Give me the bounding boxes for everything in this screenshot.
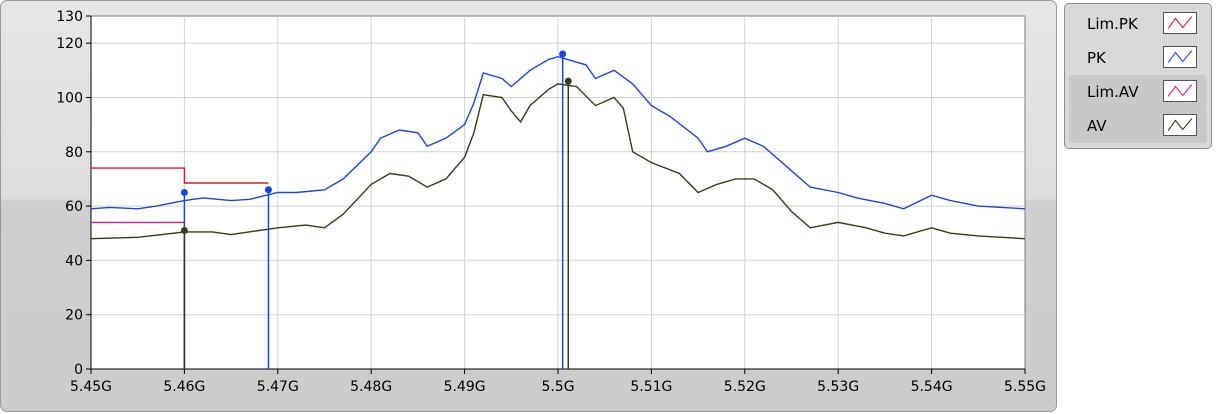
legend-label: AV	[1087, 117, 1107, 135]
marker-point	[180, 189, 188, 196]
legend-swatch-icon[interactable]	[1163, 12, 1197, 34]
series-line-lim-pk	[91, 167, 269, 184]
x-tick-label: 5.51G	[630, 379, 672, 395]
legend-swatch-icon[interactable]	[1163, 114, 1197, 136]
swatch-line	[1167, 16, 1193, 29]
y-tick-label: 100	[56, 90, 83, 106]
y-tick-label: 20	[65, 308, 83, 324]
swatch-line	[1167, 50, 1193, 63]
x-tick-label: 5.45G	[70, 379, 112, 395]
legend-label: Lim.PK	[1087, 15, 1138, 33]
legend-item-av[interactable]: AV	[1069, 109, 1207, 143]
legend-label: PK	[1087, 49, 1106, 67]
marker-point	[564, 77, 572, 85]
marker-point	[180, 227, 188, 235]
y-tick-label: 80	[65, 145, 83, 161]
x-tick-label: 5.48G	[350, 379, 392, 395]
series-line-pk	[90, 55, 1026, 210]
swatch-line	[1167, 84, 1193, 97]
legend-item-pk[interactable]: PK	[1069, 41, 1207, 75]
x-tick-label: 5.46G	[163, 379, 205, 395]
y-tick-label: 120	[56, 36, 83, 52]
legend-item-lim-pk[interactable]: Lim.PK	[1069, 7, 1207, 41]
y-tick-label: 40	[65, 253, 83, 269]
x-tick-label: 5.5G	[541, 379, 574, 395]
series-line-av	[90, 83, 1026, 240]
swatch-line	[1167, 118, 1193, 131]
x-tick-label: 5.47G	[257, 379, 299, 395]
legend[interactable]: Lim.PK PK Lim.AV AV	[1064, 3, 1212, 149]
marker-point	[264, 186, 272, 194]
y-tick-label: 0	[74, 362, 83, 378]
marker-point	[559, 50, 567, 58]
spectrum-chart: 5.45G 5.46G 5.47G 5.48G 5.49G 5.5G 5.51G 5.52G 5…	[56, 9, 1046, 395]
y-tick-label: 60	[65, 199, 83, 215]
x-tick-label: 5.52G	[724, 379, 766, 395]
legend-item-lim-av[interactable]: Lim.AV	[1069, 75, 1207, 109]
legend-swatch-icon[interactable]	[1163, 80, 1197, 102]
legend-label: Lim.AV	[1087, 83, 1139, 101]
legend-swatch-icon[interactable]	[1163, 46, 1197, 68]
x-tick-label: 5.53G	[817, 379, 859, 395]
x-tick-label: 5.54G	[911, 379, 953, 395]
x-tick-label: 5.49G	[444, 379, 486, 395]
y-tick-label: 130	[56, 9, 83, 25]
x-tick-label: 5.55G	[1004, 379, 1046, 395]
